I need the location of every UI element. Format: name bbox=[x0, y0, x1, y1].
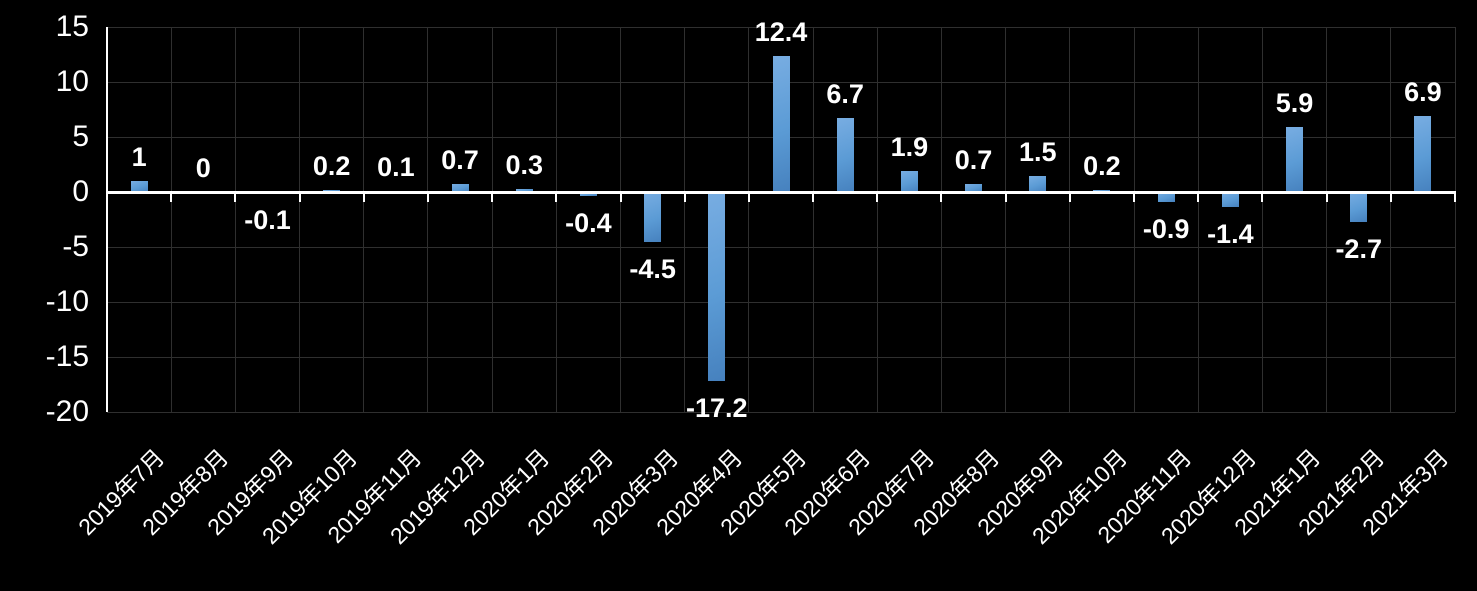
bar[interactable] bbox=[1221, 192, 1239, 208]
bar-value-label: -0.1 bbox=[244, 205, 291, 236]
y-axis-tick-label: -20 bbox=[45, 395, 89, 428]
bar-value-label: 0.3 bbox=[505, 149, 544, 180]
axis-tick bbox=[683, 192, 686, 202]
bar[interactable] bbox=[965, 184, 983, 192]
gridline-vertical bbox=[555, 27, 557, 412]
bar[interactable] bbox=[323, 189, 341, 192]
gridline-horizontal bbox=[107, 26, 1455, 28]
x-axis-zero-line bbox=[107, 191, 1456, 194]
gridline-vertical bbox=[170, 27, 172, 412]
axis-tick bbox=[234, 192, 237, 202]
bar-value-label: -4.5 bbox=[629, 253, 676, 284]
gridline-vertical bbox=[1005, 27, 1007, 412]
gridline-vertical bbox=[876, 27, 878, 412]
axis-tick bbox=[619, 192, 622, 202]
bar-value-label: 12.4 bbox=[754, 16, 808, 47]
axis-tick bbox=[1197, 192, 1200, 202]
bar[interactable] bbox=[1093, 189, 1111, 192]
gridline-vertical bbox=[234, 27, 236, 412]
bar-value-label: -0.9 bbox=[1142, 213, 1190, 244]
bar[interactable] bbox=[836, 118, 854, 192]
gridline-vertical bbox=[620, 27, 622, 412]
gridline-horizontal bbox=[107, 356, 1455, 358]
bar[interactable] bbox=[900, 171, 918, 192]
y-axis-tick-label: -10 bbox=[45, 285, 89, 318]
y-axis-tick-label: 15 bbox=[55, 10, 89, 43]
gridline-vertical bbox=[1197, 27, 1199, 412]
y-axis-tick-label: 10 bbox=[55, 65, 89, 98]
y-axis-tick-label: -5 bbox=[62, 230, 89, 263]
gridline-horizontal bbox=[107, 411, 1455, 413]
axis-tick bbox=[362, 192, 365, 202]
bar-value-label: 1.5 bbox=[1018, 136, 1057, 167]
y-axis-line bbox=[106, 27, 108, 412]
bar-value-label: 0.2 bbox=[1083, 150, 1121, 181]
gridline-vertical bbox=[1454, 27, 1456, 412]
axis-tick bbox=[876, 192, 879, 202]
axis-tick bbox=[1454, 192, 1456, 202]
gridline-vertical bbox=[1326, 27, 1328, 412]
gridline-vertical bbox=[363, 27, 365, 412]
axis-tick bbox=[812, 192, 815, 202]
bar[interactable] bbox=[772, 55, 790, 192]
y-axis-tick-label: 0 bbox=[72, 175, 89, 208]
axis-tick bbox=[106, 192, 108, 202]
bar-value-label: -2.7 bbox=[1335, 233, 1382, 264]
bar-value-label: 5.9 bbox=[1275, 88, 1314, 119]
gridline-vertical bbox=[299, 27, 301, 412]
axis-tick bbox=[1325, 192, 1328, 202]
bar-value-label: -17.2 bbox=[686, 393, 748, 424]
gridline-vertical bbox=[812, 27, 814, 412]
bar[interactable] bbox=[1286, 127, 1304, 192]
gridline-vertical bbox=[1069, 27, 1071, 412]
gridline-vertical bbox=[1390, 27, 1392, 412]
bar[interactable] bbox=[1414, 116, 1432, 192]
y-axis-tick-label: -15 bbox=[45, 340, 89, 373]
axis-tick bbox=[940, 192, 943, 202]
bar[interactable] bbox=[644, 192, 662, 242]
gridline-vertical bbox=[684, 27, 686, 412]
bar[interactable] bbox=[1157, 192, 1175, 202]
axis-tick bbox=[1261, 192, 1264, 202]
bar[interactable] bbox=[579, 192, 597, 197]
y-axis-tick-label: 5 bbox=[72, 120, 89, 153]
bar[interactable] bbox=[515, 188, 533, 192]
bar-value-label: 1 bbox=[131, 142, 147, 172]
gridline-vertical bbox=[427, 27, 429, 412]
axis-tick bbox=[298, 192, 301, 202]
bar[interactable] bbox=[708, 192, 726, 382]
bar-value-label: 0.2 bbox=[312, 150, 351, 181]
axis-tick bbox=[170, 192, 173, 202]
bar-value-label: 1.9 bbox=[890, 132, 929, 163]
bar-value-label: 6.7 bbox=[826, 79, 864, 110]
bar-value-label: 0.7 bbox=[441, 145, 479, 176]
bar[interactable] bbox=[1350, 192, 1368, 222]
axis-tick bbox=[747, 192, 750, 202]
bar-value-label: 6.9 bbox=[1404, 77, 1442, 108]
axis-tick bbox=[1004, 192, 1007, 202]
bar[interactable] bbox=[130, 181, 148, 192]
gridline-vertical bbox=[1133, 27, 1135, 412]
gridline-vertical bbox=[491, 27, 493, 412]
axis-tick bbox=[1068, 192, 1071, 202]
bar[interactable] bbox=[451, 184, 469, 192]
gridline-horizontal bbox=[107, 301, 1455, 303]
gridline-horizontal bbox=[107, 246, 1455, 248]
axis-tick bbox=[426, 192, 429, 202]
axis-tick bbox=[555, 192, 558, 202]
bar-value-label: 0 bbox=[195, 153, 211, 183]
bar-value-label: 0.7 bbox=[954, 145, 993, 176]
bar-value-label: 0.1 bbox=[377, 151, 415, 182]
gridline-vertical bbox=[940, 27, 942, 412]
gridline-vertical bbox=[748, 27, 750, 412]
bar-value-label: -1.4 bbox=[1207, 219, 1254, 250]
gridline-vertical bbox=[1261, 27, 1263, 412]
axis-tick bbox=[1133, 192, 1136, 202]
axis-tick bbox=[491, 192, 494, 202]
bar[interactable] bbox=[1029, 175, 1047, 192]
axis-tick bbox=[1389, 192, 1392, 202]
bar-value-label: -0.4 bbox=[565, 208, 612, 239]
